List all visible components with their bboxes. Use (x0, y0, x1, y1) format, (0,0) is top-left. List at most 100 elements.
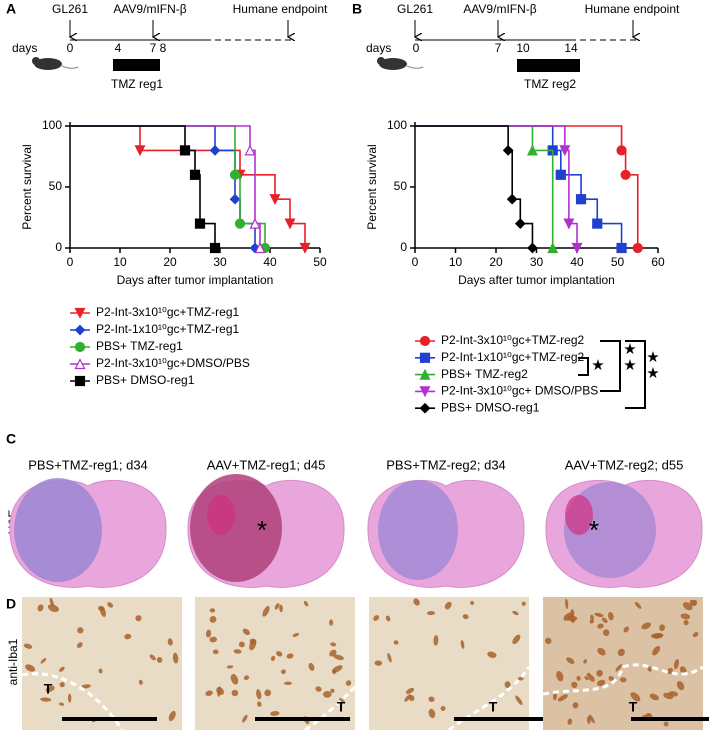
microglia (205, 690, 213, 696)
microglia (557, 694, 568, 702)
microglia (594, 612, 604, 617)
microglia (504, 681, 511, 689)
microglia (586, 716, 591, 724)
legend-marker (74, 324, 86, 336)
x-tick-label: 50 (611, 255, 625, 269)
microglia (138, 679, 143, 685)
microglia (571, 681, 578, 689)
survival-curve (415, 125, 578, 248)
microglia (433, 635, 439, 646)
legend-label: PBS+ TMZ-reg2 (441, 367, 528, 381)
legend-marker (74, 341, 86, 353)
point (299, 242, 311, 254)
microglia (49, 597, 54, 607)
point (616, 242, 627, 254)
point (244, 144, 256, 156)
microglia (615, 664, 623, 672)
microglia (404, 694, 412, 702)
microglia (249, 639, 257, 651)
microglia (512, 634, 521, 645)
microglia (460, 639, 465, 649)
microglia (338, 698, 345, 704)
microglia (428, 708, 436, 719)
y-tick-label: 0 (400, 240, 407, 254)
x-axis-title: Days after tumor implantation (458, 273, 615, 287)
microglia (444, 601, 452, 610)
microglia (652, 646, 661, 656)
microglia (286, 653, 294, 659)
legend-label: P2-Int-1x10¹⁰gc+TMZ-reg2 (441, 350, 585, 364)
microglia (597, 679, 606, 687)
axis (69, 122, 320, 249)
microglia (284, 681, 292, 685)
microglia (209, 608, 216, 613)
point (209, 145, 221, 156)
microglia (59, 666, 65, 672)
ihc-image (22, 597, 182, 730)
microglia (37, 604, 44, 612)
timeline: GL261 AAV9/mIFN-β Humane endpoint days 0… (12, 2, 328, 91)
point (616, 145, 627, 156)
microglia (590, 614, 594, 620)
timeline-label: TMZ reg2 (524, 77, 576, 91)
microglia (385, 615, 391, 622)
microglia (329, 619, 334, 626)
x-tick-label: 40 (263, 255, 277, 269)
microglia (81, 684, 91, 689)
y-tick-label: 50 (49, 179, 63, 193)
microglia (623, 626, 630, 633)
timeline-label: Humane endpoint (585, 2, 680, 16)
microglia (242, 628, 250, 636)
microglia (566, 657, 575, 664)
microglia (470, 600, 475, 605)
microglia (426, 611, 436, 616)
timeline-label: Humane endpoint (233, 2, 328, 16)
microglia (679, 666, 687, 675)
microglia (641, 622, 652, 630)
microglia (242, 714, 248, 723)
survival-curve (415, 125, 639, 248)
microglia (572, 702, 579, 709)
microglia (205, 629, 212, 638)
microglia (315, 686, 322, 692)
x-tick-label: 30 (213, 255, 227, 269)
scale-bar (631, 717, 709, 721)
microglia (76, 642, 83, 648)
microglia (149, 654, 156, 661)
microglia (40, 658, 47, 664)
microglia (274, 603, 280, 610)
microglia (583, 659, 588, 664)
microglia (45, 685, 55, 693)
point (284, 218, 296, 230)
microglia (619, 677, 627, 683)
microglia (428, 696, 435, 702)
point (229, 169, 241, 180)
point (559, 145, 571, 157)
survival-curve (415, 125, 534, 248)
microglia (243, 675, 250, 681)
microglia (680, 613, 691, 620)
survival-curve (70, 125, 216, 248)
microglia (521, 601, 526, 606)
microglia (292, 632, 300, 637)
microglia (212, 649, 219, 655)
microglia (279, 604, 283, 613)
x-tick-label: 30 (530, 255, 544, 269)
microglia (98, 668, 103, 674)
microglia (602, 629, 610, 637)
microglia (683, 619, 689, 626)
survival-curve (70, 125, 261, 248)
microglia (231, 689, 239, 697)
tumor-label: T (337, 699, 346, 715)
microglia (47, 604, 59, 613)
microglia (233, 649, 242, 654)
microglia (226, 665, 234, 669)
microglia (216, 687, 224, 696)
point (506, 193, 518, 205)
timeline-label: GL261 (397, 2, 433, 16)
y-tick-label: 100 (42, 118, 62, 132)
microglia (649, 693, 659, 701)
microglia (584, 676, 589, 681)
microglia (330, 688, 335, 693)
regimen-bar (517, 59, 580, 72)
